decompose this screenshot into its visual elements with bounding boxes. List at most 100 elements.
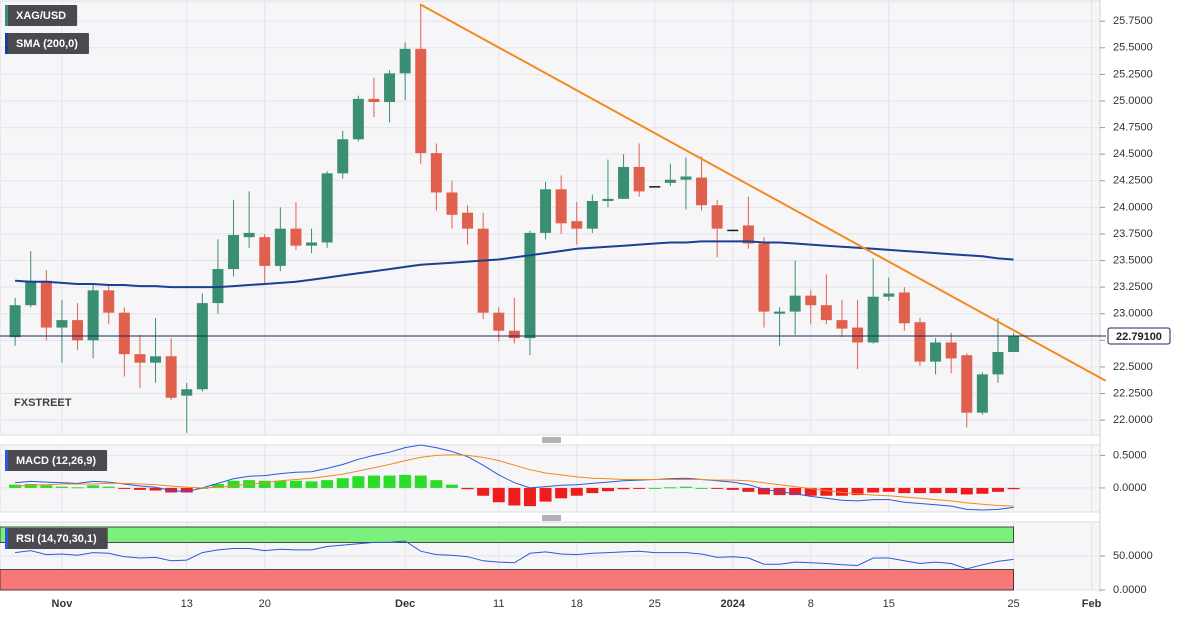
histogram-bar — [477, 487, 490, 496]
candle-body — [602, 198, 614, 201]
histogram-bar — [289, 480, 302, 488]
histogram-bar — [133, 487, 146, 490]
candle-body — [165, 356, 177, 398]
trendline — [419, 3, 1107, 382]
indicator-line — [15, 454, 1014, 507]
candle-body — [618, 166, 630, 199]
candle-body — [664, 179, 676, 183]
histogram-bar — [633, 487, 646, 489]
candle-body — [727, 229, 739, 232]
histogram-bar — [211, 484, 224, 488]
histogram-bar — [586, 487, 599, 494]
candle-body — [836, 320, 848, 329]
candle-body — [898, 292, 910, 324]
histogram-bar — [648, 487, 661, 489]
y-tick-label: 24.5000 — [1113, 148, 1153, 160]
histogram-bar — [601, 487, 614, 492]
candle-body — [742, 225, 754, 244]
histogram-bar — [321, 480, 334, 488]
x-tick-label: 25 — [1007, 598, 1019, 610]
histogram-bar — [820, 487, 833, 496]
candle-body — [290, 228, 302, 246]
candle-body — [212, 269, 224, 304]
candle-body — [462, 212, 474, 229]
y-tick-label: 22.0000 — [1113, 414, 1153, 426]
legend-item: SMA (200,0) — [5, 33, 89, 54]
candle-body — [555, 189, 567, 224]
histogram-bar — [118, 487, 131, 489]
y-tick-label: 22.5000 — [1113, 361, 1153, 373]
y-tick-label: 0.0000 — [1113, 584, 1147, 596]
y-tick-label: 24.0000 — [1113, 201, 1153, 213]
y-tick-label: 23.2500 — [1113, 281, 1153, 293]
histogram-bar — [726, 487, 739, 490]
y-tick-label: 25.7500 — [1113, 15, 1153, 27]
legend-strip — [5, 528, 8, 549]
candle-body — [118, 312, 130, 355]
legend-box — [5, 33, 89, 54]
candle-body — [337, 139, 349, 174]
y-tick-label: 22.2500 — [1113, 387, 1153, 399]
candle-body — [914, 322, 926, 362]
candle-body — [9, 305, 21, 338]
candle-body — [649, 186, 661, 188]
candle-body — [306, 242, 318, 246]
histogram-bar — [929, 487, 942, 494]
legend-box — [5, 450, 108, 471]
x-tick-label: 11 — [493, 598, 504, 610]
candle-body — [196, 303, 208, 390]
histogram-bar — [617, 487, 630, 490]
legend-text: MACD (12,26,9) — [16, 455, 96, 467]
candle-body — [805, 295, 817, 306]
legend-text: XAG/USD — [16, 10, 66, 22]
histogram-bar — [414, 475, 427, 488]
candle-body — [976, 374, 988, 413]
histogram-bar — [71, 487, 84, 489]
candle-body — [586, 200, 598, 229]
histogram-bar — [804, 487, 817, 496]
candle-body — [415, 48, 427, 154]
histogram-bar — [1007, 487, 1020, 490]
histogram-bar — [24, 484, 37, 488]
candle-body — [368, 98, 380, 103]
y-tick-label: 24.2500 — [1113, 175, 1153, 187]
candle-body — [228, 235, 240, 270]
histogram-bar — [664, 487, 677, 489]
histogram-bar — [274, 480, 287, 488]
legend-box — [5, 528, 108, 549]
legend-strip — [5, 450, 8, 471]
candle-body — [992, 352, 1004, 375]
x-tick-label: Feb — [1082, 598, 1102, 610]
histogram-bar — [835, 487, 848, 496]
candle-body — [1008, 336, 1020, 353]
candle-body — [150, 356, 162, 363]
indicator-line — [15, 540, 1014, 570]
indicator-line — [15, 240, 1014, 289]
y-tick-label: 23.7500 — [1113, 228, 1153, 240]
histogram-bar — [913, 487, 926, 494]
histogram-bar — [555, 487, 568, 499]
x-tick-label: 15 — [883, 598, 895, 610]
histogram-bar — [55, 486, 68, 488]
y-tick-label: 0.0000 — [1113, 482, 1147, 494]
y-tick-label: 25.2500 — [1113, 68, 1153, 80]
legend-text: RSI (14,70,30,1) — [16, 533, 97, 545]
histogram-bar — [180, 487, 193, 493]
y-tick-label: 23.0000 — [1113, 308, 1153, 320]
histogram-bar — [539, 487, 552, 502]
y-tick-label: 23.5000 — [1113, 254, 1153, 266]
histogram-bar — [352, 476, 365, 488]
candle-body — [243, 232, 255, 238]
candle-body — [134, 354, 146, 363]
candle-body — [508, 330, 520, 339]
candle-body — [758, 243, 770, 312]
candle-body — [696, 177, 708, 206]
candle-body — [103, 290, 115, 313]
histogram-bar — [40, 485, 53, 488]
x-tick-label: 13 — [181, 598, 193, 610]
legend-box — [5, 5, 78, 26]
candle-body — [72, 320, 84, 341]
histogram-bar — [757, 487, 770, 495]
histogram-bar — [711, 487, 724, 489]
